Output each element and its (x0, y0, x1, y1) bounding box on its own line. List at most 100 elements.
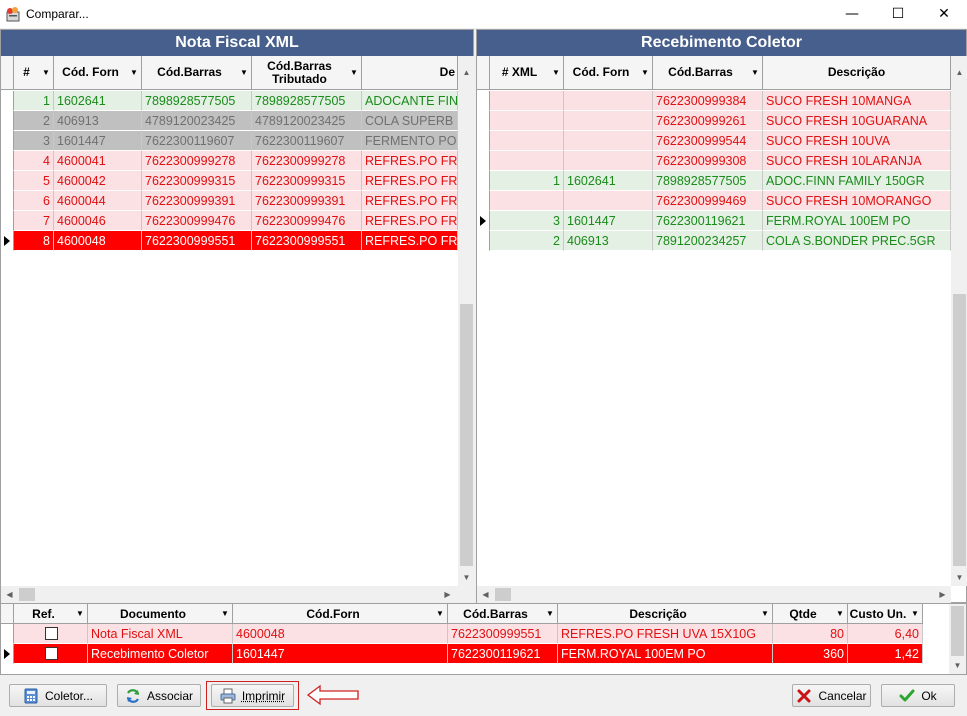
row-indicator[interactable] (1, 624, 14, 644)
right-horizontal-scrollbar[interactable]: ◀ ▶ (477, 586, 951, 603)
row-indicator[interactable] (1, 211, 14, 231)
scroll-down-icon[interactable]: ▼ (462, 573, 471, 582)
chevron-down-icon[interactable]: ▼ (42, 68, 50, 77)
chevron-down-icon[interactable]: ▼ (546, 609, 554, 618)
scroll-left-icon[interactable]: ◀ (6, 590, 13, 599)
scrollbar-thumb[interactable] (953, 294, 966, 566)
table-row[interactable]: Recebimento Coletor 1601447 7622300119621 F… (1, 644, 923, 664)
table-cell: REFRES.PO FR (362, 151, 458, 171)
chevron-down-icon[interactable]: ▼ (221, 609, 229, 618)
row-indicator[interactable] (477, 211, 490, 231)
scrollbar-thumb[interactable] (495, 588, 511, 601)
right-col-header[interactable]: Cód. Forn ▼ (564, 56, 653, 90)
cancelar-button[interactable]: Cancelar (792, 684, 871, 707)
row-indicator[interactable] (1, 151, 14, 171)
row-indicator[interactable] (1, 191, 14, 211)
right-vertical-scrollbar[interactable]: ▲ ▼ (951, 56, 967, 586)
chevron-down-icon[interactable]: ▼ (76, 609, 84, 618)
table-row[interactable]: 7622300999308 SUCO FRESH 10LARANJA (477, 151, 951, 171)
table-row[interactable]: 5 4600042 7622300999315 7622300999315 REFRES… (1, 171, 458, 191)
bottom-col-header[interactable]: Cód.Barras ▼ (448, 604, 558, 624)
minimize-button[interactable]: — (845, 6, 859, 22)
table-row[interactable]: 7622300999544 SUCO FRESH 10UVA (477, 131, 951, 151)
scroll-left-icon[interactable]: ◀ (482, 590, 489, 599)
chevron-down-icon[interactable]: ▼ (836, 609, 844, 618)
coletor-button[interactable]: Coletor... (9, 684, 107, 707)
table-row[interactable]: 7622300999261 SUCO FRESH 10GUARANA (477, 111, 951, 131)
close-button[interactable]: ✕ (938, 6, 950, 22)
imprimir-button[interactable]: Imprimir (211, 684, 294, 707)
scrollbar-thumb[interactable] (19, 588, 35, 601)
left-col-header[interactable]: De (362, 56, 458, 90)
chevron-down-icon[interactable]: ▼ (436, 609, 444, 618)
scroll-down-icon[interactable]: ▼ (953, 661, 962, 670)
table-row[interactable]: 7 4600046 7622300999476 7622300999476 REFRES… (1, 211, 458, 231)
scroll-right-icon[interactable]: ▶ (444, 590, 451, 599)
row-indicator[interactable] (477, 151, 490, 171)
right-col-header[interactable]: # XML ▼ (490, 56, 564, 90)
bottom-col-header[interactable]: Qtde ▼ (773, 604, 848, 624)
chevron-down-icon[interactable]: ▼ (911, 609, 919, 618)
chevron-down-icon[interactable]: ▼ (751, 68, 759, 77)
maximize-button[interactable]: ☐ (891, 6, 905, 22)
table-row[interactable]: 7622300999469 SUCO FRESH 10MORANGO (477, 191, 951, 211)
left-horizontal-scrollbar[interactable]: ◀ ▶ (1, 586, 475, 603)
row-indicator[interactable] (477, 131, 490, 151)
row-indicator[interactable] (1, 171, 14, 191)
bottom-col-header[interactable]: Ref. ▼ (14, 604, 88, 624)
ref-checkbox[interactable] (45, 647, 58, 660)
left-col-header[interactable]: Cód.Barras ▼ (142, 56, 252, 90)
chevron-down-icon[interactable]: ▼ (641, 68, 649, 77)
row-indicator[interactable] (1, 91, 14, 111)
left-col-header-label: Cód.Barras (157, 65, 222, 79)
scrollbar-thumb[interactable] (951, 606, 964, 656)
table-row[interactable]: 3 1601447 7622300119607 7622300119607 FERMEN… (1, 131, 458, 151)
row-indicator[interactable] (1, 644, 14, 664)
table-row[interactable]: 2 406913 7891200234257 COLA S.BONDER PREC.5… (477, 231, 951, 251)
table-cell[interactable] (14, 624, 88, 644)
chevron-down-icon[interactable]: ▼ (350, 68, 358, 77)
table-row[interactable]: 6 4600044 7622300999391 7622300999391 REFRES… (1, 191, 458, 211)
table-row[interactable]: 2 406913 4789120023425 4789120023425 COLA SU… (1, 111, 458, 131)
left-vertical-scrollbar[interactable]: ▲ ▼ (458, 56, 475, 586)
scroll-down-icon[interactable]: ▼ (955, 573, 964, 582)
chevron-down-icon[interactable]: ▼ (761, 609, 769, 618)
table-row[interactable]: 3 1601447 7622300119621 FERM.ROYAL 100EM PO (477, 211, 951, 231)
row-indicator[interactable] (1, 111, 14, 131)
scroll-up-icon[interactable]: ▲ (462, 68, 471, 77)
table-row[interactable]: 7622300999384 SUCO FRESH 10MANGA (477, 91, 951, 111)
ok-button[interactable]: Ok (881, 684, 955, 707)
bottom-vertical-scrollbar[interactable]: ▼ (949, 604, 966, 674)
left-col-header[interactable]: Cód. Forn ▼ (54, 56, 142, 90)
table-row[interactable]: 1 1602641 7898928577505 7898928577505 ADOCAN… (1, 91, 458, 111)
row-indicator[interactable] (477, 91, 490, 111)
table-row[interactable]: Nota Fiscal XML 4600048 7622300999551 REFRE… (1, 624, 923, 644)
row-indicator[interactable] (477, 231, 490, 251)
table-cell[interactable] (14, 644, 88, 664)
row-indicator[interactable] (1, 131, 14, 151)
table-cell: 7622300999544 (653, 131, 763, 151)
associar-button[interactable]: Associar (117, 684, 201, 707)
row-indicator[interactable] (1, 231, 14, 251)
chevron-down-icon[interactable]: ▼ (552, 68, 560, 77)
scrollbar-thumb[interactable] (460, 304, 473, 566)
bottom-col-header[interactable]: Descrição ▼ (558, 604, 773, 624)
chevron-down-icon[interactable]: ▼ (130, 68, 138, 77)
right-col-header[interactable]: Descrição (763, 56, 951, 90)
table-row[interactable]: 8 4600048 7622300999551 7622300999551 REFRES… (1, 231, 458, 251)
bottom-col-header[interactable]: Custo Un. ▼ (848, 604, 923, 624)
scroll-up-icon[interactable]: ▲ (955, 68, 964, 77)
right-col-header[interactable]: Cód.Barras ▼ (653, 56, 763, 90)
table-row[interactable]: 4 4600041 7622300999278 7622300999278 REFRES… (1, 151, 458, 171)
scroll-right-icon[interactable]: ▶ (939, 590, 946, 599)
chevron-down-icon[interactable]: ▼ (240, 68, 248, 77)
ref-checkbox[interactable] (45, 627, 58, 640)
bottom-col-header[interactable]: Cód.Forn ▼ (233, 604, 448, 624)
left-col-header[interactable]: # ▼ (14, 56, 54, 90)
row-indicator[interactable] (477, 191, 490, 211)
row-indicator[interactable] (477, 171, 490, 191)
left-col-header[interactable]: Cód.Barras Tributado ▼ (252, 56, 362, 90)
table-row[interactable]: 1 1602641 7898928577505 ADOC.FINN FAMILY 15… (477, 171, 951, 191)
bottom-col-header[interactable]: Documento ▼ (88, 604, 233, 624)
row-indicator[interactable] (477, 111, 490, 131)
